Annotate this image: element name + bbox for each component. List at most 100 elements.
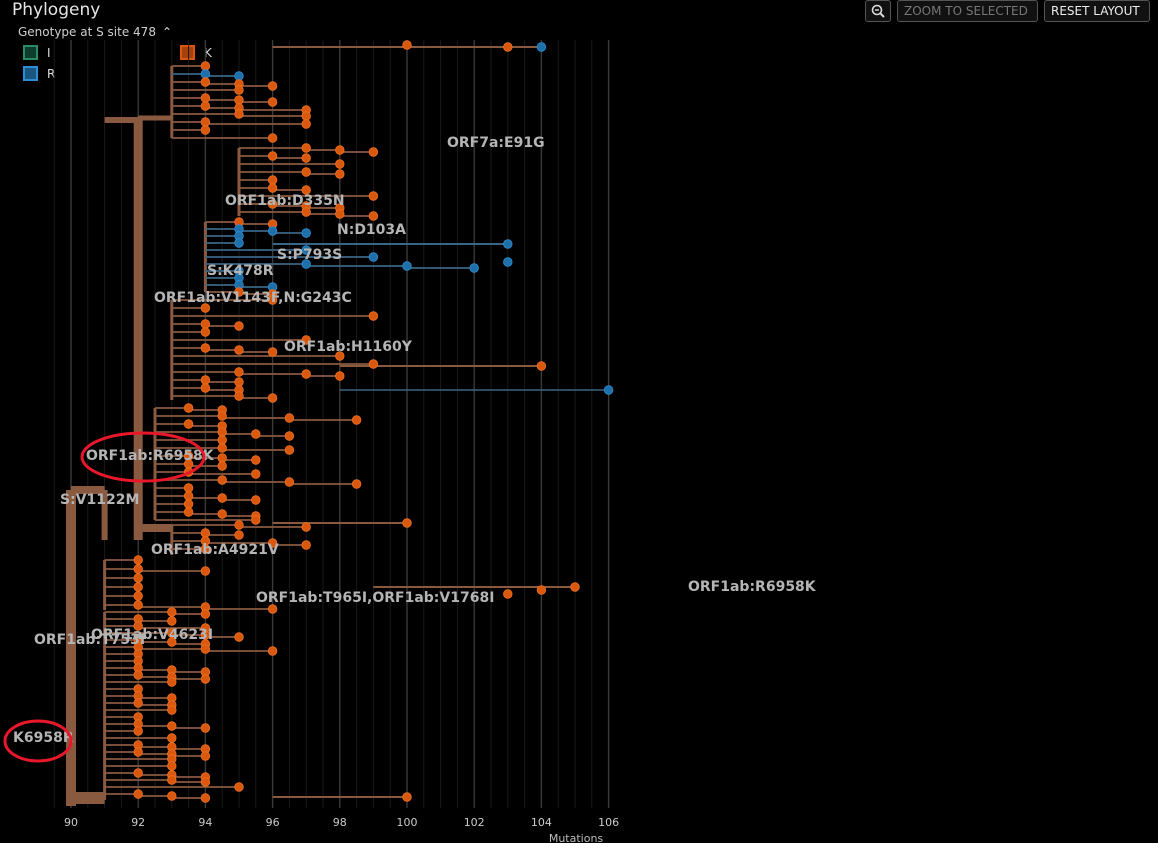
tip-node[interactable] [251, 515, 261, 525]
tip-node[interactable] [234, 530, 244, 540]
tip-node[interactable] [284, 445, 295, 455]
chevron-up-icon[interactable]: ⌃ [161, 25, 173, 39]
tip-node[interactable] [267, 295, 278, 305]
tip-node[interactable] [200, 609, 211, 619]
tip-node[interactable] [200, 303, 211, 313]
tip-node[interactable] [536, 585, 547, 595]
tip-node[interactable] [133, 768, 143, 778]
tip-node[interactable] [183, 491, 194, 501]
tip-node[interactable] [183, 499, 194, 509]
tip-node[interactable] [251, 469, 261, 479]
tip-node[interactable] [167, 733, 177, 743]
tip-node[interactable] [267, 81, 278, 91]
tip-node[interactable] [284, 477, 295, 487]
tip-node[interactable] [536, 42, 547, 52]
tip-node[interactable] [368, 359, 379, 369]
tip-node[interactable] [234, 85, 244, 95]
tip-node[interactable] [133, 621, 143, 631]
tip-node[interactable] [335, 169, 345, 179]
tip-node[interactable] [267, 199, 278, 209]
tip-node[interactable] [503, 257, 513, 267]
tip-node[interactable] [503, 589, 513, 599]
tip-node[interactable] [167, 775, 177, 785]
tip-node[interactable] [133, 564, 143, 574]
tip-node[interactable] [133, 582, 143, 592]
tip-node[interactable] [217, 435, 227, 445]
tip-node[interactable] [301, 259, 311, 269]
tip-node[interactable] [301, 540, 311, 550]
tip-node[interactable] [234, 95, 244, 105]
tip-node[interactable] [234, 377, 244, 387]
tip-node[interactable] [133, 591, 143, 601]
tip-node[interactable] [335, 209, 345, 219]
tip-node[interactable] [351, 415, 362, 425]
tip-node[interactable] [167, 791, 177, 801]
tip-node[interactable] [402, 518, 412, 528]
tip-node[interactable] [267, 538, 278, 548]
tip-node[interactable] [200, 77, 211, 87]
tip-node[interactable] [133, 573, 143, 583]
tip-node[interactable] [368, 191, 379, 201]
tip-node[interactable] [217, 461, 227, 471]
tip-node[interactable] [234, 71, 244, 81]
tip-node[interactable] [234, 321, 244, 331]
tip-node[interactable] [267, 226, 278, 236]
tip-node[interactable] [234, 367, 244, 377]
tip-node[interactable] [267, 151, 278, 161]
tip-node[interactable] [284, 431, 295, 441]
tip-node[interactable] [503, 42, 513, 52]
tip-node[interactable] [301, 335, 311, 345]
tip-node[interactable] [200, 630, 211, 640]
tip-node[interactable] [200, 674, 211, 684]
tip-node[interactable] [200, 343, 211, 353]
tip-node[interactable] [368, 252, 379, 262]
tip-node[interactable] [133, 600, 143, 610]
tip-node[interactable] [402, 261, 412, 271]
tip-node[interactable] [200, 327, 211, 337]
tip-node[interactable] [267, 97, 278, 107]
tip-node[interactable] [200, 319, 211, 329]
tip-node[interactable] [200, 117, 211, 127]
tip-node[interactable] [133, 789, 143, 799]
tip-node[interactable] [301, 369, 311, 379]
legend-item-i[interactable]: I [23, 45, 51, 60]
tip-node[interactable] [200, 544, 211, 554]
tip-node[interactable] [133, 726, 143, 736]
tip-node[interactable] [267, 183, 278, 193]
tip-node[interactable] [133, 698, 143, 708]
tip-node[interactable] [133, 670, 143, 680]
tip-node[interactable] [368, 211, 379, 221]
tip-node[interactable] [200, 644, 211, 654]
tip-node[interactable] [133, 555, 143, 565]
tip-node[interactable] [402, 792, 412, 802]
tip-node[interactable] [335, 145, 345, 155]
tip-node[interactable] [301, 119, 311, 129]
tip-node[interactable] [133, 747, 143, 757]
tip-node[interactable] [234, 109, 244, 119]
tip-node[interactable] [167, 721, 177, 731]
tip-node[interactable] [200, 528, 211, 538]
tip-node[interactable] [570, 582, 580, 592]
tip-node[interactable] [469, 263, 479, 273]
tip-node[interactable] [267, 347, 278, 357]
tip-node[interactable] [234, 391, 244, 401]
tip-node[interactable] [217, 443, 227, 453]
tip-node[interactable] [167, 628, 177, 638]
tip-node[interactable] [267, 133, 278, 143]
tip-node[interactable] [536, 361, 547, 371]
tip-node[interactable] [183, 507, 194, 517]
tip-node[interactable] [200, 93, 211, 103]
tip-node[interactable] [167, 761, 177, 771]
tip-node[interactable] [267, 393, 278, 403]
tip-node[interactable] [217, 411, 227, 421]
tip-node[interactable] [301, 522, 311, 532]
tip-node[interactable] [335, 159, 345, 169]
tip-node[interactable] [200, 793, 211, 803]
tip-node[interactable] [251, 495, 261, 505]
tip-node[interactable] [251, 455, 261, 465]
tip-node[interactable] [200, 566, 211, 576]
tip-node[interactable] [234, 345, 244, 355]
tip-node[interactable] [167, 616, 177, 626]
tip-node[interactable] [183, 403, 194, 413]
